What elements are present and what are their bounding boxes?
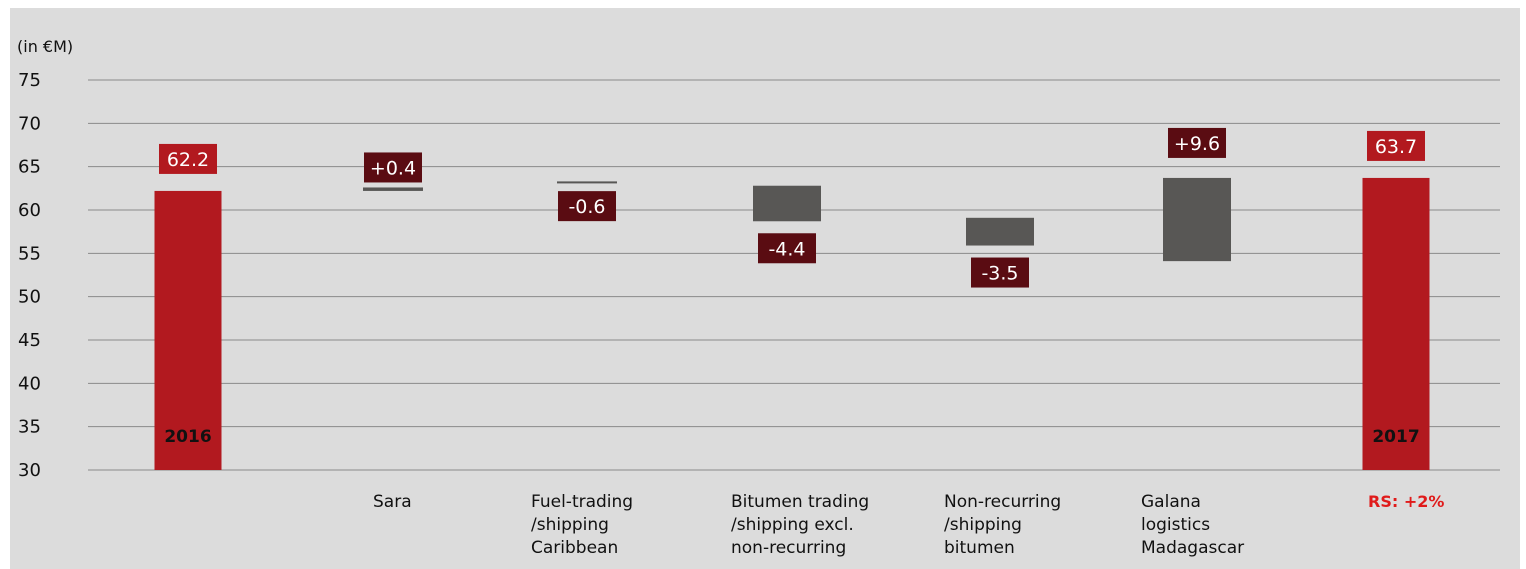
y-tick-label: 40 xyxy=(18,373,41,394)
category-label-line: Fuel-trading xyxy=(531,492,633,512)
delta-bar xyxy=(966,217,1034,246)
value-label-box xyxy=(159,143,217,174)
delta-bar xyxy=(753,185,821,222)
y-tick-label: 50 xyxy=(18,287,41,308)
value-label: -3.5 xyxy=(981,263,1018,285)
category-label-line: bitumen xyxy=(944,538,1015,558)
bar-year-label: 2016 xyxy=(164,427,211,447)
category-label-line: Galana xyxy=(1141,492,1201,512)
value-label: +0.4 xyxy=(370,157,416,179)
y-tick-label: 55 xyxy=(18,243,41,264)
y-tick-label: 35 xyxy=(18,417,41,438)
value-label: -0.6 xyxy=(568,196,605,218)
category-label-line: /shipping xyxy=(944,515,1022,535)
total-bar xyxy=(1362,177,1430,470)
category-label-line: non-recurring xyxy=(731,538,846,558)
y-tick-label: 45 xyxy=(18,330,41,351)
category-label-line: Sara xyxy=(373,492,412,512)
y-tick-label: 30 xyxy=(18,460,41,481)
category-label-line: RS: +2% xyxy=(1368,492,1444,511)
value-label: +9.6 xyxy=(1174,133,1220,155)
value-label-box xyxy=(758,233,816,264)
total-bar xyxy=(154,190,222,470)
waterfall-chart: (in €M) 30 35 40 45 50 55 60 65 70 75 62.2 2016 +0.… xyxy=(17,37,1500,558)
delta-bar xyxy=(557,181,617,184)
bar-year-label: 2017 xyxy=(1372,427,1419,447)
y-tick-label: 75 xyxy=(18,70,41,91)
value-label-box xyxy=(558,191,616,222)
category-label-line: Bitumen trading xyxy=(731,492,869,512)
category-label-line: logistics xyxy=(1141,515,1210,535)
delta-bar xyxy=(363,187,423,191)
category-label-line: /shipping excl. xyxy=(731,515,854,535)
value-label: -4.4 xyxy=(768,238,805,260)
value-label: 63.7 xyxy=(1375,136,1417,158)
value-label-box xyxy=(1367,130,1425,161)
y-tick-label: 70 xyxy=(18,113,41,134)
value-label-box xyxy=(971,257,1029,288)
category-label-line: Non-recurring xyxy=(944,492,1061,512)
value-label: 62.2 xyxy=(167,149,209,171)
category-label-line: /shipping xyxy=(531,515,609,535)
category-label-line: Caribbean xyxy=(531,538,618,558)
category-label-line: Madagascar xyxy=(1141,538,1244,558)
y-tick-label: 60 xyxy=(18,200,41,221)
y-tick-label: 65 xyxy=(18,157,41,178)
value-label-box xyxy=(1168,127,1226,158)
value-label-box xyxy=(364,152,422,183)
unit-label: (in €M) xyxy=(17,37,73,56)
delta-bar xyxy=(1163,177,1231,262)
chart-panel: (in €M) 30 35 40 45 50 55 60 65 70 75 62.2 2016 +0.… xyxy=(10,8,1520,569)
